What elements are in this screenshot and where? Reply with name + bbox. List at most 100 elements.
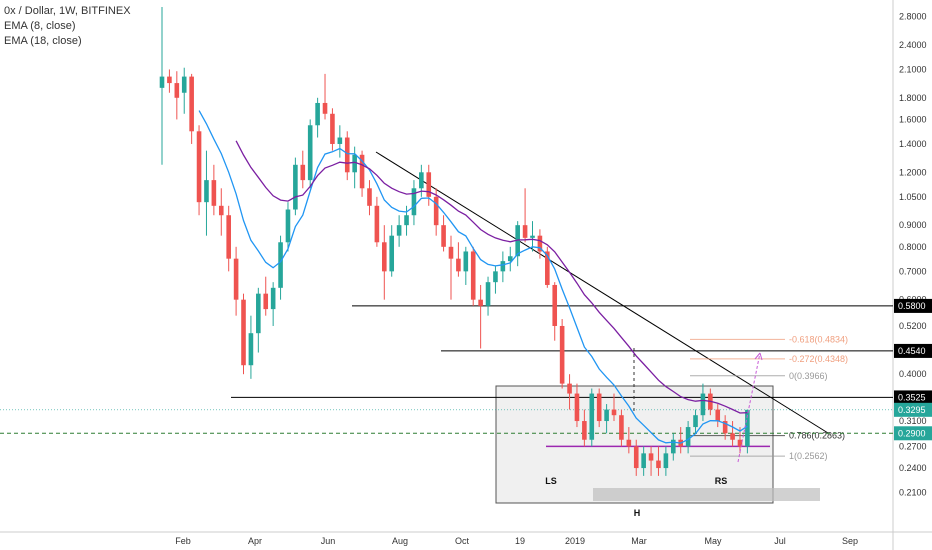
candle-body (330, 113, 335, 144)
candle-body (174, 83, 180, 98)
candle-body (352, 154, 357, 173)
candle-body (426, 172, 432, 197)
candle-body (493, 271, 498, 283)
support-zone-box (593, 488, 820, 501)
y-tick-label: 0.9000 (899, 220, 927, 230)
price-tag-label: 0.3295 (898, 405, 926, 415)
candle-body (574, 393, 580, 422)
candle-body (396, 225, 402, 236)
price-tag-bg (894, 390, 932, 405)
candle-body (248, 333, 254, 366)
candle-body (448, 246, 454, 259)
candle-body (530, 235, 535, 238)
candle-body (404, 215, 409, 226)
candle-body (656, 460, 661, 469)
candle-body (204, 180, 209, 203)
x-tick-label: 2019 (565, 536, 585, 546)
candle-body (211, 180, 217, 206)
candle-body (189, 76, 194, 132)
candle-body (241, 299, 246, 366)
y-tick-label: 2.8000 (899, 12, 927, 22)
candle-body (537, 235, 543, 252)
candle-body (167, 76, 172, 84)
ema18-legend: EMA (18, close) (4, 35, 82, 47)
candle-body (463, 251, 469, 272)
candle-body (456, 258, 461, 272)
candle-body (648, 453, 654, 461)
fib-level-label: 0.786(0.2863) (789, 431, 845, 441)
candle-body (433, 196, 439, 226)
y-tick-label: 1.2000 (899, 167, 927, 177)
price-tag-bg (894, 298, 932, 313)
candle-body (256, 293, 261, 334)
candle-body (196, 131, 202, 203)
candle-body (478, 299, 483, 306)
candle-body (693, 415, 698, 428)
candle-body (545, 251, 550, 285)
y-tick-label: 0.4000 (899, 369, 927, 379)
candle-body (226, 215, 231, 259)
x-tick-label: Apr (248, 536, 262, 546)
candle-body (685, 427, 691, 447)
candle-body (604, 409, 609, 422)
x-tick-label: Feb (175, 536, 191, 546)
ema8-legend: EMA (8, close) (4, 20, 76, 32)
candle-body (722, 421, 728, 434)
y-tick-label: 0.8000 (899, 242, 927, 252)
candle-body (559, 325, 565, 384)
candle-body (515, 225, 520, 257)
x-tick-label: May (704, 536, 722, 546)
consolidation-box (495, 385, 774, 504)
ema8-line (198, 110, 748, 444)
candle-body (263, 293, 269, 310)
y-tick-label: 0.7000 (899, 266, 927, 276)
candle-body (389, 235, 395, 272)
candle-body (344, 137, 350, 173)
candle-body (567, 383, 572, 394)
candle-body (218, 205, 224, 216)
price-tag-bg (894, 402, 932, 417)
x-tick-label: Mar (631, 536, 647, 546)
candle-body (307, 125, 313, 181)
candle-body (670, 439, 676, 454)
candle-body (663, 453, 669, 469)
candle-body (619, 415, 624, 440)
pattern-label-h: H (634, 508, 641, 518)
price-tag-bg (894, 343, 932, 358)
candle-body (589, 393, 595, 440)
candle-body (293, 164, 298, 210)
y-tick-label: 0.2700 (899, 441, 927, 451)
projection-arrow-head (754, 352, 763, 361)
y-tick-label: 1.6000 (899, 114, 927, 124)
candle-body (300, 164, 306, 181)
candle-body (470, 251, 476, 300)
candle-body (485, 282, 491, 306)
candle-body (611, 409, 617, 416)
fib-level-label: -0.272(0.4348) (789, 354, 848, 364)
candle-body (374, 205, 380, 243)
candle-body (270, 287, 276, 310)
candle-body (181, 76, 187, 93)
candle-body (419, 172, 424, 189)
price-tag-bg (894, 426, 932, 441)
candle-body (715, 409, 721, 422)
candle-body (285, 209, 291, 243)
candle-body (700, 393, 706, 416)
y-tick-label: 2.4000 (899, 40, 927, 50)
candle-body (737, 439, 743, 447)
fib-level-label: 0(0.3966) (789, 371, 828, 381)
candle-body (322, 102, 328, 114)
candle-body (552, 284, 558, 326)
y-tick-label: 1.8000 (899, 93, 927, 103)
ema18-line (235, 140, 748, 414)
candle-body (745, 409, 750, 447)
projection-arrow-line (737, 352, 761, 463)
y-tick-label: 0.2100 (899, 488, 927, 498)
candle-body (382, 242, 387, 272)
x-tick-label: Jun (321, 536, 336, 546)
descending-trendline (375, 151, 829, 434)
candle-body (159, 76, 165, 88)
candle-body (633, 446, 639, 469)
pattern-label-rs: RS (715, 476, 728, 486)
